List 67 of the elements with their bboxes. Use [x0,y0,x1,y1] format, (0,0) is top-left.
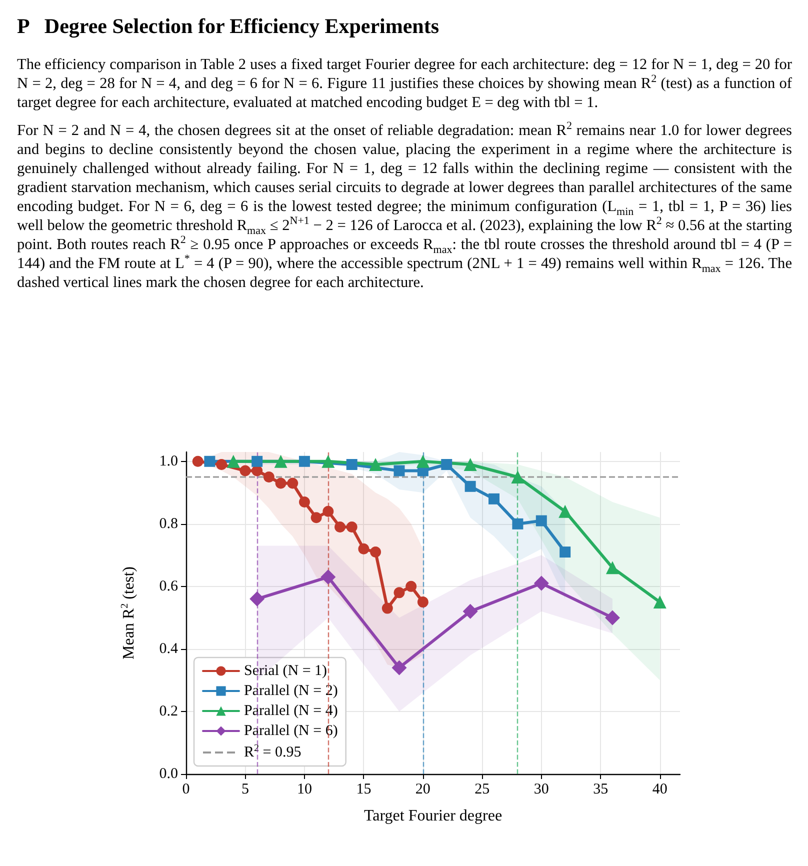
point [604,610,620,626]
x-tick-label: 25 [474,782,490,798]
point [298,456,310,467]
point [464,480,476,492]
y-tick-label: 0.0 [159,766,178,782]
point [320,570,336,585]
point [464,458,477,472]
point [216,459,228,470]
point [382,602,393,614]
point [358,543,370,554]
x-tick-label: 10 [296,782,312,798]
point [370,546,382,558]
legend-label: Parallel (N = 6) [244,723,338,739]
point [653,596,666,609]
y-tick-label: 0.4 [159,640,178,657]
point [488,493,500,504]
y-tick-label: 1.0 [159,453,178,470]
point [287,478,298,489]
point [226,454,240,468]
x-tick-label: 15 [356,782,372,798]
point [192,456,204,467]
point [392,660,407,676]
point [334,522,346,533]
point [322,454,335,468]
point [369,458,382,472]
point [394,465,405,476]
point [606,561,619,574]
point [560,546,571,558]
point [322,506,334,517]
x-tick-label: 30 [534,782,549,798]
point [511,470,524,484]
point [240,465,251,476]
point [252,456,263,467]
point [416,454,430,468]
text: For N = 2 and N = 4, the chosen degrees sit at the onset of reliable degradation: mean R$^{2}$ remains near 1.0 for lower degrees and begins to decline consistently beyond the chosen value, placing the experiment in a regime where the architecture is genuinely challenged without already failing. For N = 1, deg = 12 falls within the declining regime — consistent with the gradient starvation mechanism, which causes serial circuits to degrade at lower degrees than parallel architectures of the same encoding budget. For N = 6, deg = 6 is the lowest tested degree; the minimum configuration (L$_{min}$ = 1, tbl = 1, P = 36) lies well below the geometric threshold R$_{max}$ ≤ 2$^{N+1}$ − 2 = 126 of Larocca et al. (2023), explaining the low R$^{2}$ ≈ 0.56 at the starting point. Both routes reach R$^{2}$ ≥ 0.95 once P approaches or exceeds R$_{max}$: the tbl route crosses the threshold around tbl = 4 (P = 144) and the FM route at L$^{*}$ = 4 (P = 90), where the accessible spectrum (2NL + 1 = 49) remains well within R$_{max}$ = 126. The dashed vertical lines mark the chosen degree for each architecture. [17,120,792,291]
point [275,478,286,489]
point [274,454,288,468]
point [441,459,452,470]
x-tick-label: 5 [241,782,249,798]
x-tick-label: 40 [652,782,668,798]
point [406,580,417,592]
y-tick-label: 0.2 [159,703,178,720]
point [417,596,428,608]
point [536,515,547,526]
point [310,512,322,524]
point [263,472,274,483]
point [394,587,405,598]
y-axis-title: Mean R2 (test) [120,566,138,660]
point [534,576,549,591]
y-tick-label: 0.8 [159,516,178,532]
point [298,496,310,508]
text: The efficiency comparison in Table 2 uses a fixed target Fourier degree for each architecture: deg = 12 for N = 1, deg = 20 for N = 2, deg = 28 for N = 4, and deg = 6 for N = 6. Figure 11 justifies these choices by showing mean R$^{2}$ (test) as a function of target degree for each architecture, evaluated at matched encoding budget E = deg with tbl = 1. [17,56,792,111]
y-tick-label: 0.6 [159,578,178,594]
point [462,604,478,619]
legend-label: Parallel (N = 4) [244,703,338,719]
point [512,518,524,530]
legend-label: Serial (N = 1) [244,663,328,679]
x-tick-label: 20 [415,782,430,798]
x-tick-label: 35 [593,782,608,798]
point [558,504,572,518]
legend-label: Parallel (N = 2) [244,683,338,699]
point [250,591,265,606]
x-tick-label: 0 [182,782,190,798]
point [346,522,358,533]
x-axis-title: Target Fourier degree [364,808,502,824]
chart-title: P Degree Selection for Efficiency Experiments [17,14,440,39]
point [204,456,216,467]
